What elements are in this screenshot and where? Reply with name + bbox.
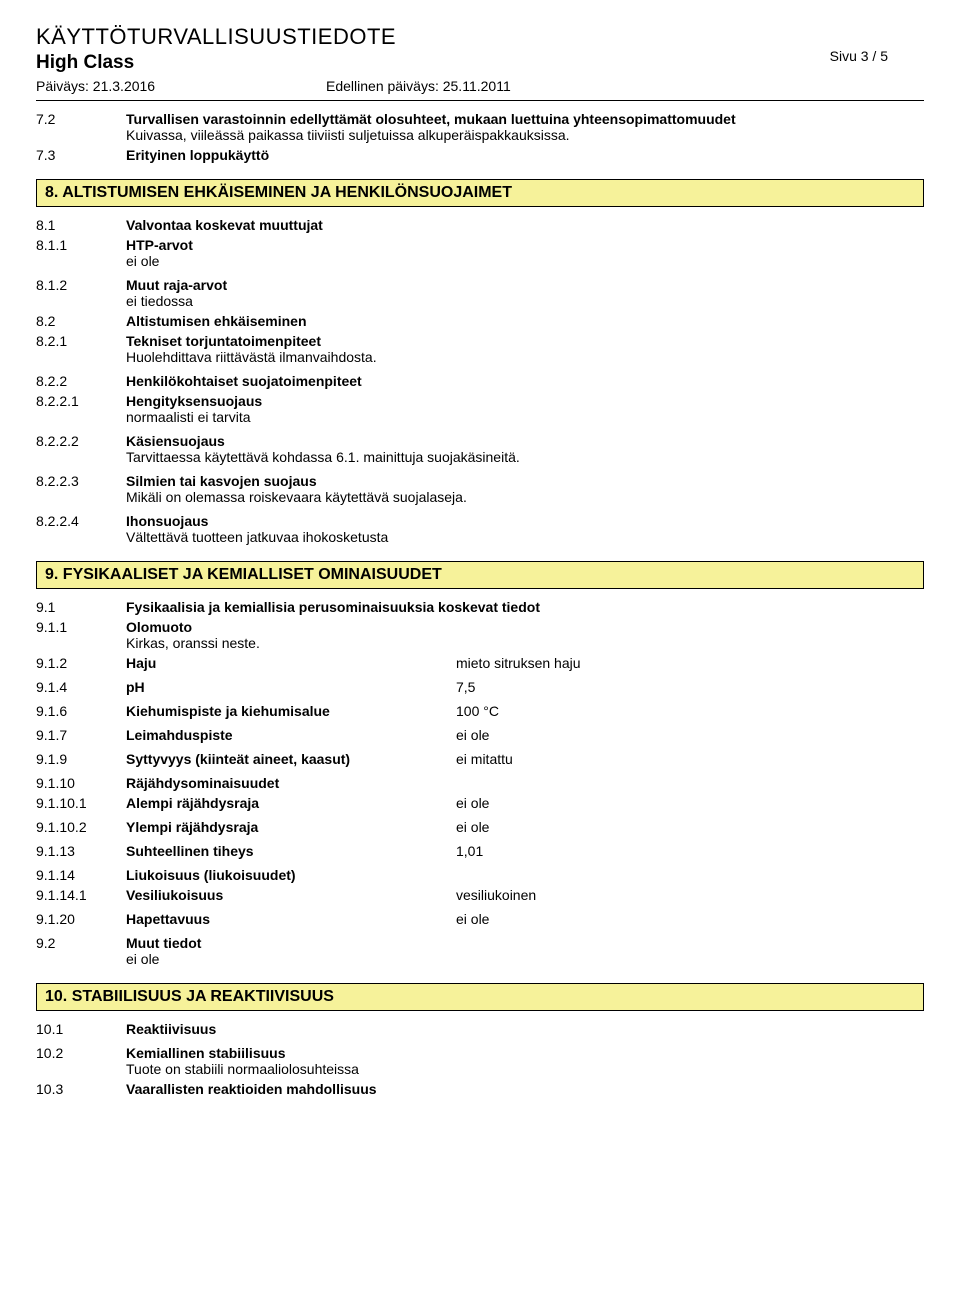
sec-9-1-6-value: 100 °C [456, 703, 924, 719]
section-9-header: 9. FYSIKAALISET JA KEMIALLISET OMINAISUU… [36, 561, 924, 589]
sec-8-1-1-title: HTP-arvot [126, 237, 924, 253]
header-divider [36, 100, 924, 101]
sec-9-1-6-label: Kiehumispiste ja kiehumisalue [126, 703, 456, 719]
sec-9-1-7-label: Leimahduspiste [126, 727, 456, 743]
sec-10-1-num: 10.1 [36, 1021, 126, 1037]
sec-7-2-text: Kuivassa, viileässä paikassa tiiviisti s… [126, 127, 924, 143]
sec-8-1-2-num: 8.1.2 [36, 277, 126, 309]
sec-8-2-2-1-text: normaalisti ei tarvita [126, 409, 924, 425]
sec-8-2-2-4-num: 8.2.2.4 [36, 513, 126, 545]
doc-subtitle: High Class [36, 52, 924, 74]
sec-9-1-14-num: 9.1.14 [36, 867, 126, 883]
sec-8-2-2-title: Henkilökohtaiset suojatoimenpiteet [126, 373, 924, 389]
sec-10-2-title: Kemiallinen stabiilisuus [126, 1045, 924, 1061]
sec-9-1-4-num: 9.1.4 [36, 679, 126, 695]
sec-7-3-title: Erityinen loppukäyttö [126, 147, 924, 163]
sec-8-2-2-2-num: 8.2.2.2 [36, 433, 126, 465]
sec-8-1-2-title: Muut raja-arvot [126, 277, 924, 293]
sec-10-2-text: Tuote on stabiili normaaliolosuhteissa [126, 1061, 924, 1077]
sec-9-1-14-1-label: Vesiliukoisuus [126, 887, 456, 903]
sec-9-1-10-2-value: ei ole [456, 819, 924, 835]
sec-8-2-1-num: 8.2.1 [36, 333, 126, 365]
sec-9-1-10-1-label: Alempi räjähdysraja [126, 795, 456, 811]
sec-9-1-14-1-value: vesiliukoinen [456, 887, 924, 903]
sec-8-2-1-text: Huolehdittava riittävästä ilmanvaihdosta… [126, 349, 924, 365]
sec-9-1-10-1-value: ei ole [456, 795, 924, 811]
sec-9-1-13-value: 1,01 [456, 843, 924, 859]
sec-9-1-4-value: 7,5 [456, 679, 924, 695]
sec-8-2-2-3-num: 8.2.2.3 [36, 473, 126, 505]
sec-9-1-2-value: mieto sitruksen haju [456, 655, 924, 671]
sec-9-1-6-num: 9.1.6 [36, 703, 126, 719]
sec-8-2-2-1-num: 8.2.2.1 [36, 393, 126, 425]
sec-9-1-1-title: Olomuoto [126, 619, 924, 635]
sec-8-2-2-3-text: Mikäli on olemassa roiskevaara käytettäv… [126, 489, 924, 505]
sec-8-2-num: 8.2 [36, 313, 126, 329]
sec-9-1-20-value: ei ole [456, 911, 924, 927]
sec-8-2-2-3-title: Silmien tai kasvojen suojaus [126, 473, 924, 489]
sec-9-1-10-num: 9.1.10 [36, 775, 126, 791]
sec-9-1-10-title: Räjähdysominaisuudet [126, 775, 924, 791]
sec-9-1-1-text: Kirkas, oranssi neste. [126, 635, 924, 651]
sec-7-3-num: 7.3 [36, 147, 126, 163]
sec-8-1-1-text: ei ole [126, 253, 924, 269]
sec-8-2-2-2-text: Tarvittaessa käytettävä kohdassa 6.1. ma… [126, 449, 924, 465]
sec-9-1-14-title: Liukoisuus (liukoisuudet) [126, 867, 924, 883]
sec-9-2-num: 9.2 [36, 935, 126, 967]
sec-9-1-10-2-label: Ylempi räjähdysraja [126, 819, 456, 835]
sec-7-2-title: Turvallisen varastoinnin edellyttämät ol… [126, 111, 924, 127]
sec-9-2-title: Muut tiedot [126, 935, 924, 951]
section-8-header: 8. ALTISTUMISEN EHKÄISEMINEN JA HENKILÖN… [36, 179, 924, 207]
sec-8-2-title: Altistumisen ehkäiseminen [126, 313, 924, 329]
sec-9-1-13-num: 9.1.13 [36, 843, 126, 859]
sec-9-1-9-num: 9.1.9 [36, 751, 126, 767]
sec-9-1-4-label: pH [126, 679, 456, 695]
sec-8-2-2-4-title: Ihonsuojaus [126, 513, 924, 529]
section-10-header: 10. STABIILISUUS JA REAKTIIVISUUS [36, 983, 924, 1011]
sec-8-2-2-2-title: Käsiensuojaus [126, 433, 924, 449]
sec-9-1-1-num: 9.1.1 [36, 619, 126, 651]
sec-8-2-2-1-title: Hengityksensuojaus [126, 393, 924, 409]
sec-9-1-20-label: Hapettavuus [126, 911, 456, 927]
sec-9-1-9-label: Syttyvyys (kiinteät aineet, kaasut) [126, 751, 456, 767]
doc-title: KÄYTTÖTURVALLISUUSTIEDOTE [36, 24, 924, 50]
sec-9-1-num: 9.1 [36, 599, 126, 615]
sec-9-1-20-num: 9.1.20 [36, 911, 126, 927]
sec-10-2-num: 10.2 [36, 1045, 126, 1077]
sec-10-3-title: Vaarallisten reaktioiden mahdollisuus [126, 1081, 924, 1097]
sec-8-2-1-title: Tekniset torjuntatoimenpiteet [126, 333, 924, 349]
sec-9-1-13-label: Suhteellinen tiheys [126, 843, 456, 859]
sec-10-3-num: 10.3 [36, 1081, 126, 1097]
sec-9-1-14-1-num: 9.1.14.1 [36, 887, 126, 903]
sec-9-1-7-num: 9.1.7 [36, 727, 126, 743]
sec-8-2-2-num: 8.2.2 [36, 373, 126, 389]
doc-date: Päiväys: 21.3.2016 [36, 78, 326, 94]
sec-9-1-10-2-num: 9.1.10.2 [36, 819, 126, 835]
page-number: Sivu 3 / 5 [830, 48, 888, 64]
doc-prev-date: Edellinen päiväys: 25.11.2011 [326, 78, 511, 94]
sec-8-1-title: Valvontaa koskevat muuttujat [126, 217, 924, 233]
sec-9-1-2-num: 9.1.2 [36, 655, 126, 671]
sec-9-1-10-1-num: 9.1.10.1 [36, 795, 126, 811]
sec-8-1-2-text: ei tiedossa [126, 293, 924, 309]
sec-7-2-num: 7.2 [36, 111, 126, 143]
sec-9-1-2-label: Haju [126, 655, 456, 671]
sec-8-1-1-num: 8.1.1 [36, 237, 126, 269]
sec-9-1-title: Fysikaalisia ja kemiallisia perusominais… [126, 599, 924, 615]
sec-8-2-2-4-text: Vältettävä tuotteen jatkuvaa ihokosketus… [126, 529, 924, 545]
sec-9-1-7-value: ei ole [456, 727, 924, 743]
sec-9-2-text: ei ole [126, 951, 924, 967]
sec-10-1-title: Reaktiivisuus [126, 1021, 924, 1037]
sec-9-1-9-value: ei mitattu [456, 751, 924, 767]
sec-8-1-num: 8.1 [36, 217, 126, 233]
